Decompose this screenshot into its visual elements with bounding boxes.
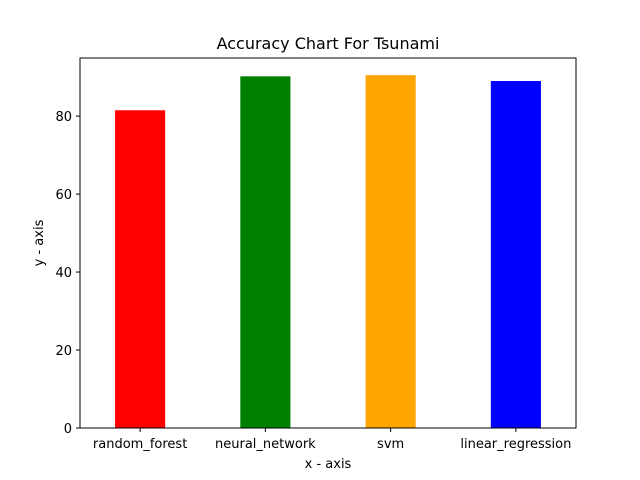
bar-svm	[365, 75, 416, 428]
x-axis-ticks: random_forest neural_network svm linear_reg…	[93, 428, 571, 452]
x-axis-label: x - axis	[305, 457, 352, 472]
y-axis-ticks: 0 20 40 60 80	[55, 110, 80, 437]
y-tick-label: 80	[55, 110, 72, 125]
bar-random-forest	[115, 110, 166, 428]
chart-title: Accuracy Chart For Tsunami	[217, 34, 440, 53]
bar-linear-regression	[490, 81, 541, 428]
x-tick-label: svm	[377, 437, 404, 452]
y-axis-label: y - axis	[32, 219, 47, 266]
y-tick-label: 0	[64, 422, 72, 437]
y-tick-label: 60	[55, 188, 72, 203]
bars	[115, 75, 541, 428]
x-tick-label: neural_network	[215, 437, 316, 452]
bar-neural-network	[240, 76, 291, 428]
x-tick-label: linear_regression	[460, 437, 571, 452]
y-tick-label: 40	[55, 266, 72, 281]
y-tick-label: 20	[55, 344, 72, 359]
plot-frame	[79, 57, 577, 429]
x-tick-label: random_forest	[93, 437, 187, 452]
